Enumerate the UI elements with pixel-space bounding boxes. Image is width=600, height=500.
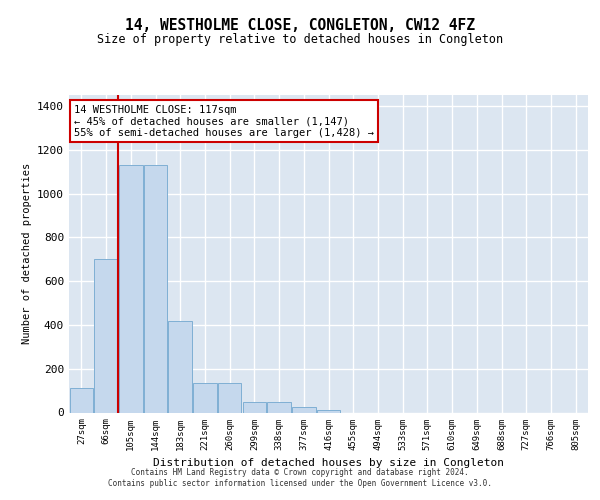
Bar — [193, 383, 217, 412]
Bar — [242, 402, 266, 412]
Bar — [268, 402, 291, 412]
Bar — [169, 320, 192, 412]
Bar — [144, 165, 167, 412]
Text: 14, WESTHOLME CLOSE, CONGLETON, CW12 4FZ: 14, WESTHOLME CLOSE, CONGLETON, CW12 4FZ — [125, 18, 475, 32]
Bar — [94, 259, 118, 412]
Text: Contains HM Land Registry data © Crown copyright and database right 2024.
Contai: Contains HM Land Registry data © Crown c… — [108, 468, 492, 487]
Bar — [119, 165, 143, 412]
Text: 14 WESTHOLME CLOSE: 117sqm
← 45% of detached houses are smaller (1,147)
55% of s: 14 WESTHOLME CLOSE: 117sqm ← 45% of deta… — [74, 104, 374, 138]
Bar — [292, 407, 316, 412]
Bar — [70, 388, 93, 412]
X-axis label: Distribution of detached houses by size in Congleton: Distribution of detached houses by size … — [153, 458, 504, 468]
Bar — [218, 383, 241, 412]
Text: Size of property relative to detached houses in Congleton: Size of property relative to detached ho… — [97, 32, 503, 46]
Y-axis label: Number of detached properties: Number of detached properties — [22, 163, 32, 344]
Bar — [317, 410, 340, 412]
